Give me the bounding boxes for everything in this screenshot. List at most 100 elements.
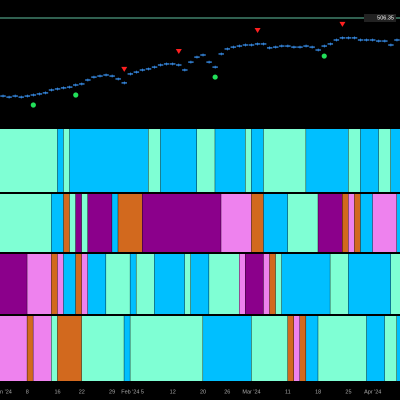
band-segment <box>287 194 318 252</box>
band-segment <box>112 194 118 252</box>
band-segment <box>0 194 52 252</box>
band-segment <box>366 316 385 381</box>
band-segment <box>306 129 349 192</box>
band-segment <box>263 129 306 192</box>
band-segment <box>87 194 112 252</box>
band-segment <box>396 316 400 381</box>
band-segment <box>136 254 155 314</box>
band-segment <box>251 316 288 381</box>
band-segment <box>51 316 58 381</box>
x-tick-label: 29 <box>109 389 115 395</box>
band-segment <box>378 129 391 192</box>
band-segment <box>354 194 361 252</box>
band-segment <box>0 316 27 381</box>
x-tick-label: 5 <box>141 389 144 395</box>
band-segment <box>203 316 252 381</box>
band-segment <box>348 129 361 192</box>
band-segment <box>348 254 391 314</box>
band-segment <box>160 129 197 192</box>
band-segment <box>63 254 76 314</box>
x-tick-label: 11 <box>285 389 291 395</box>
band-segment <box>75 194 82 252</box>
band-segment <box>148 129 161 192</box>
band-segment <box>57 129 64 192</box>
band-segment <box>342 194 349 252</box>
x-tick-label: 18 <box>315 389 321 395</box>
x-tick-label: 26 <box>224 389 230 395</box>
band-segment <box>118 194 143 252</box>
x-tick-label: 8 <box>26 389 29 395</box>
band-segment <box>87 254 106 314</box>
band-segment <box>57 316 82 381</box>
band-segment <box>75 254 82 314</box>
band-segment <box>318 194 343 252</box>
band-segment <box>263 254 270 314</box>
band-segment <box>51 254 58 314</box>
sell-signal <box>339 21 346 27</box>
band-segment <box>245 129 252 192</box>
band-segment <box>142 194 221 252</box>
band-segment <box>130 254 136 314</box>
band-segment <box>348 194 355 252</box>
band-segment <box>245 254 264 314</box>
buy-signal <box>212 74 218 80</box>
band-segment <box>69 129 149 192</box>
band-segment <box>293 316 300 381</box>
band-segment <box>372 194 397 252</box>
band-segment <box>318 316 367 381</box>
band-segment <box>281 254 330 314</box>
band-segment <box>251 194 264 252</box>
band-segment <box>154 254 185 314</box>
band-segment <box>69 194 76 252</box>
x-tick-label: 16 <box>55 389 61 395</box>
band-segment <box>27 316 33 381</box>
band-segment <box>287 316 294 381</box>
band-segment <box>209 254 239 314</box>
x-tick-label: Jan '24 <box>0 389 12 395</box>
band-segment <box>106 254 130 314</box>
band-segment <box>81 254 88 314</box>
band-segment <box>306 316 318 381</box>
band-segment <box>184 254 191 314</box>
band-segment <box>275 254 282 314</box>
x-tick-label: 20 <box>200 389 206 395</box>
band-segment <box>239 254 246 314</box>
band-segment <box>33 316 52 381</box>
band-segment <box>0 254 27 314</box>
sell-signal <box>175 49 182 54</box>
band-segment <box>390 254 400 314</box>
band-segment <box>81 194 88 252</box>
band-segment <box>63 194 70 252</box>
x-tick-label: 22 <box>79 389 85 395</box>
x-tick-label: Feb '24 <box>121 389 139 395</box>
band-segment <box>63 129 70 192</box>
band-segment <box>196 129 215 192</box>
band-segment <box>130 316 203 381</box>
level-label-box <box>364 14 396 23</box>
x-tick-label: Apr '24 <box>364 389 381 395</box>
band-segment <box>57 254 64 314</box>
band-segment <box>251 129 264 192</box>
buy-signal <box>30 102 36 108</box>
x-tick-label: 25 <box>345 389 351 395</box>
band-segment <box>269 254 276 314</box>
band-segment <box>27 254 52 314</box>
band-segment <box>124 316 130 381</box>
sell-signal <box>121 66 128 72</box>
band-segment <box>263 194 288 252</box>
band-segment <box>215 129 246 192</box>
buy-signal <box>321 53 327 59</box>
band-segment <box>221 194 252 252</box>
band-segment <box>81 316 124 381</box>
band-segment <box>330 254 349 314</box>
band-segment <box>190 254 209 314</box>
band-segment <box>396 194 400 252</box>
buy-signal <box>73 92 79 98</box>
band-segment <box>300 316 306 381</box>
band-segment <box>360 194 373 252</box>
band-segment <box>384 316 397 381</box>
band-segment <box>390 129 400 192</box>
band-segment <box>0 129 58 192</box>
x-tick-label: 12 <box>170 389 176 395</box>
